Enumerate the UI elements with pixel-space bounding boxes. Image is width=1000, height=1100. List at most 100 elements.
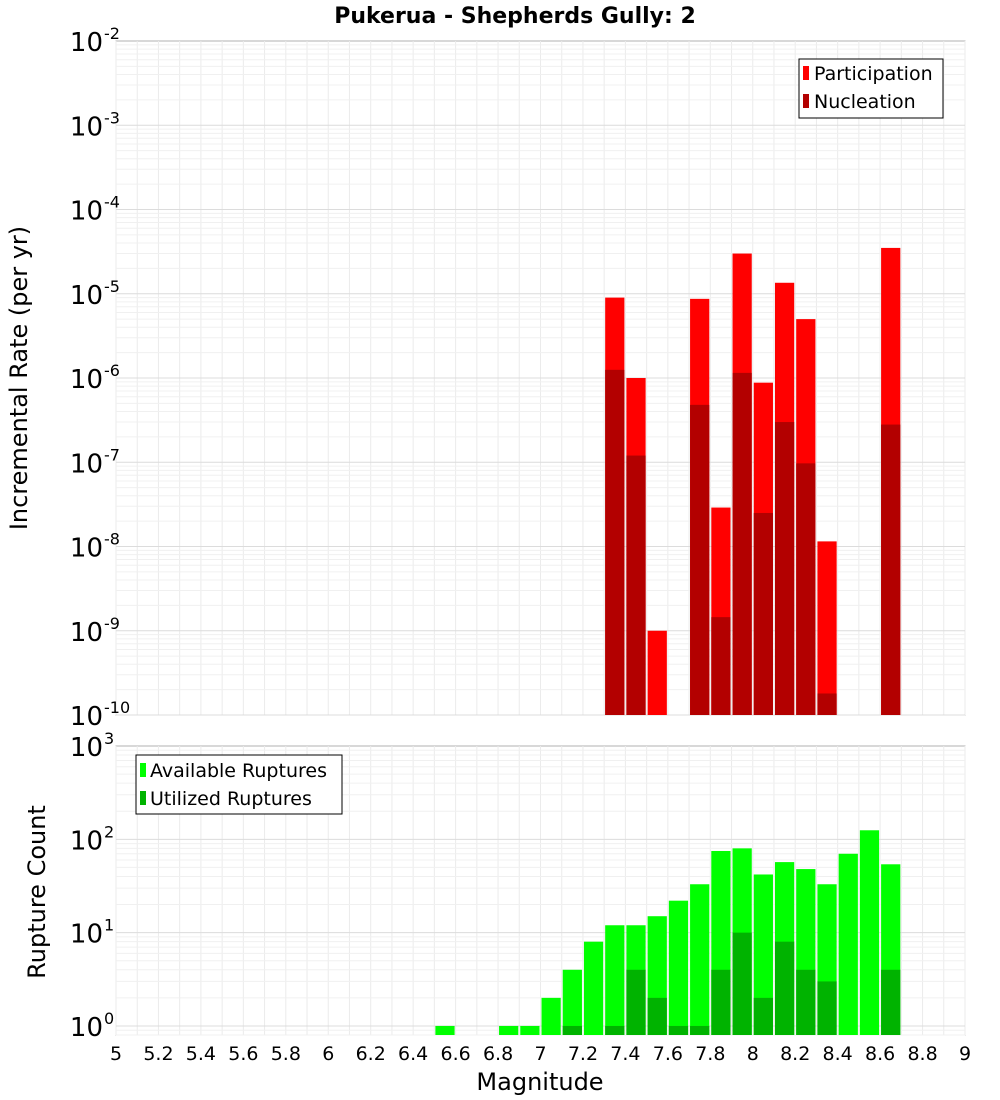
bottom-y-tick-label: 10 bbox=[70, 1013, 103, 1043]
top-plot-area: 10-210-310-410-510-610-710-810-910-10 In… bbox=[5, 24, 966, 732]
legend-label-utilized: Utilized Ruptures bbox=[150, 788, 312, 810]
x-tick-label: 5.6 bbox=[228, 1043, 258, 1065]
x-axis-label: Magnitude bbox=[476, 1068, 603, 1096]
top-bar-s2 bbox=[774, 422, 795, 715]
top-y-axis-label: Incremental Rate (per yr) bbox=[5, 226, 33, 530]
x-tick-label: 6.2 bbox=[356, 1043, 386, 1065]
top-y-tick-exponent: -4 bbox=[104, 193, 120, 212]
top-bar-s2 bbox=[732, 372, 752, 715]
top-y-tick-label: 10 bbox=[70, 281, 103, 311]
top-bars bbox=[605, 247, 901, 715]
top-bar-s1 bbox=[817, 541, 837, 715]
top-bar-s2 bbox=[881, 424, 901, 715]
bottom-bar-s1 bbox=[838, 853, 858, 1035]
x-tick-label: 5.2 bbox=[143, 1043, 173, 1065]
top-y-tick-label: 10 bbox=[70, 449, 103, 479]
bottom-y-tick-exponent: 3 bbox=[104, 729, 114, 748]
x-tick-label: 8.4 bbox=[823, 1043, 853, 1065]
top-bar-s2 bbox=[711, 617, 731, 715]
bottom-y-tick-label: 10 bbox=[70, 826, 103, 856]
bottom-bar-s2 bbox=[711, 969, 731, 1035]
bottom-bar-s1 bbox=[859, 830, 880, 1035]
x-tick-label: 5.8 bbox=[271, 1043, 301, 1065]
top-y-ticks: 10-210-310-410-510-610-710-810-910-10 bbox=[70, 24, 130, 732]
x-tick-labels: 5 5.2 5.4 5.6 5.8 6 6.2 6.4 6.6 6.8 7 7.2 7.4 7.6 7.8 8… bbox=[110, 1043, 971, 1065]
legend-swatch-participation bbox=[803, 66, 809, 80]
top-bar-s1 bbox=[647, 630, 667, 715]
bottom-bar-s2 bbox=[647, 997, 667, 1035]
top-bar-s2 bbox=[817, 693, 837, 715]
top-legend-box bbox=[798, 58, 944, 119]
bottom-legend-box bbox=[135, 754, 343, 815]
bottom-legend: Available Ruptures Utilized Ruptures bbox=[135, 754, 343, 815]
bottom-bar-s2 bbox=[668, 1025, 689, 1035]
bottom-bars bbox=[435, 830, 901, 1035]
x-tick-label: 6 bbox=[322, 1043, 334, 1065]
legend-label-nucleation: Nucleation bbox=[814, 91, 916, 113]
legend-swatch-utilized bbox=[140, 791, 146, 805]
x-tick-label: 8.2 bbox=[780, 1043, 810, 1065]
legend-swatch-available bbox=[140, 763, 146, 777]
x-tick-label: 7.4 bbox=[610, 1043, 640, 1065]
bottom-bar-s1 bbox=[668, 900, 689, 1035]
bottom-bar-s1 bbox=[435, 1025, 455, 1035]
top-y-tick-label: 10 bbox=[70, 365, 103, 395]
bottom-bar-s2 bbox=[690, 1025, 710, 1035]
top-y-tick-label: 10 bbox=[70, 112, 103, 142]
x-tick-label: 6.6 bbox=[440, 1043, 470, 1065]
top-y-tick-exponent: -10 bbox=[104, 698, 130, 717]
top-y-tick-label: 10 bbox=[70, 618, 103, 648]
chart-title: Pukerua - Shepherds Gully: 2 bbox=[334, 4, 696, 29]
legend-label-available: Available Ruptures bbox=[150, 760, 327, 782]
bottom-bar-s1 bbox=[583, 941, 604, 1035]
x-tick-label: 5.4 bbox=[186, 1043, 216, 1065]
bottom-bar-s2 bbox=[562, 1025, 582, 1035]
x-tick-label: 8.8 bbox=[907, 1043, 937, 1065]
x-tick-label: 6.8 bbox=[483, 1043, 513, 1065]
top-y-tick-label: 10 bbox=[70, 702, 103, 732]
top-y-tick-exponent: -7 bbox=[104, 445, 120, 464]
top-bar-s2 bbox=[605, 369, 625, 715]
bottom-y-axis-label: Rupture Count bbox=[23, 805, 51, 979]
bottom-bar-s2 bbox=[796, 969, 816, 1035]
bottom-bar-s1 bbox=[690, 884, 710, 1035]
bottom-y-tick-exponent: 2 bbox=[104, 822, 114, 841]
top-y-tick-exponent: -5 bbox=[104, 277, 120, 296]
bottom-bar-s2 bbox=[881, 969, 901, 1035]
x-tick-label: 7.2 bbox=[568, 1043, 598, 1065]
top-y-tick-exponent: -6 bbox=[104, 361, 120, 380]
x-tick-label: 7 bbox=[534, 1043, 546, 1065]
top-bar-s2 bbox=[753, 512, 773, 715]
bottom-y-tick-label: 10 bbox=[70, 733, 103, 763]
bottom-bar-s2 bbox=[753, 997, 773, 1035]
bottom-y-tick-exponent: 1 bbox=[104, 916, 114, 935]
x-tick-label: 5 bbox=[110, 1043, 122, 1065]
bottom-bar-s2 bbox=[817, 981, 837, 1035]
bottom-y-tick-exponent: 0 bbox=[104, 1009, 114, 1028]
legend-swatch-nucleation bbox=[803, 94, 809, 108]
top-y-tick-label: 10 bbox=[70, 197, 103, 227]
bottom-bar-s1 bbox=[520, 1025, 540, 1035]
bottom-bar-s2 bbox=[732, 932, 752, 1035]
top-y-tick-exponent: -2 bbox=[104, 24, 120, 43]
bottom-bar-s1 bbox=[541, 997, 561, 1035]
legend-label-participation: Participation bbox=[814, 63, 933, 85]
top-y-tick-label: 10 bbox=[70, 534, 103, 564]
top-legend: Participation Nucleation bbox=[798, 58, 944, 119]
bottom-bar-s1 bbox=[499, 1025, 519, 1035]
bottom-bar-s2 bbox=[605, 1025, 625, 1035]
x-tick-label: 9 bbox=[959, 1043, 971, 1065]
bottom-bar-s2 bbox=[774, 941, 795, 1035]
top-y-tick-label: 10 bbox=[70, 28, 103, 58]
x-tick-label: 7.6 bbox=[653, 1043, 683, 1065]
x-tick-label: 6.4 bbox=[398, 1043, 428, 1065]
x-tick-label: 8.6 bbox=[865, 1043, 895, 1065]
x-tick-label: 7.8 bbox=[695, 1043, 725, 1065]
top-bar-s2 bbox=[690, 404, 710, 715]
top-bar-s2 bbox=[626, 455, 646, 715]
top-grid bbox=[115, 41, 966, 716]
bottom-y-tick-label: 10 bbox=[70, 920, 103, 950]
